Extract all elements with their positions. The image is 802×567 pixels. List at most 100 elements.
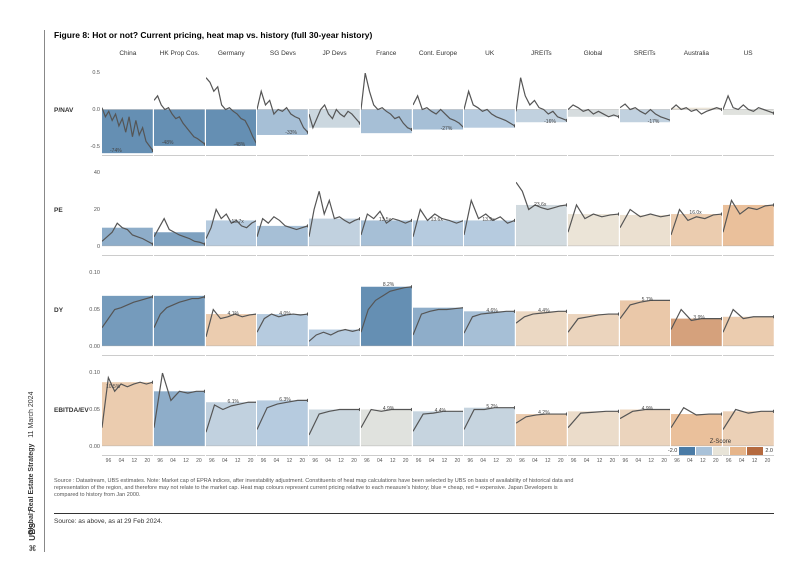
- column-header: JP Devs: [309, 50, 361, 64]
- value-label: 4.1%: [228, 311, 239, 317]
- chart-row: PE4020013.7x13.5x13.6x13.9x23.6x16.0x: [54, 164, 774, 256]
- chart-cell: [309, 164, 360, 256]
- x-tick: 20: [506, 458, 512, 464]
- x-tick: 96: [726, 458, 732, 464]
- column-header: Germany: [205, 50, 257, 64]
- x-axis-labels-row: 9604122096041220960412209604122096041220…: [102, 458, 774, 464]
- x-labels-group: 96041220: [567, 458, 619, 464]
- value-label: 6.1%: [228, 399, 239, 405]
- x-tick: 96: [519, 458, 525, 464]
- value-label: -33%: [285, 130, 297, 136]
- y-tick: 0.0: [92, 107, 100, 113]
- column-headers-row: ChinaHK Prop Cos.GermanySG DevsJP DevsFr…: [102, 50, 774, 64]
- value-label: 8.2%: [383, 282, 394, 288]
- chart-row: P/NAV0.50.0-0.5-74%-48%-48%-33%-27%-16%-…: [54, 64, 774, 156]
- chart-cell: 4.0%: [257, 264, 308, 356]
- row-label: DY: [54, 264, 84, 356]
- chart-cell: 16.0x: [671, 164, 722, 256]
- y-tick: 0.5: [92, 70, 100, 76]
- value-label: -17%: [648, 119, 660, 125]
- x-tick: 04: [687, 458, 693, 464]
- y-axis: 0.100.050.00: [84, 264, 102, 356]
- value-label: 5.2%: [486, 404, 497, 410]
- value-label: 16.0x: [689, 210, 701, 216]
- chart-cell: -48%: [154, 64, 205, 156]
- sidebar-date: 11 March 2024: [28, 392, 35, 438]
- chart-rows-container: P/NAV0.50.0-0.5-74%-48%-48%-33%-27%-16%-…: [54, 64, 774, 464]
- chart-cell: 8.2%: [361, 264, 412, 356]
- value-label: 13.7x: [232, 219, 244, 225]
- x-labels-group: 96041220: [722, 458, 774, 464]
- y-tick: 40: [94, 170, 100, 176]
- chart-cell: 6.3%: [257, 364, 308, 456]
- y-tick: 0.10: [89, 370, 100, 376]
- chart-grid: ChinaHK Prop Cos.GermanySG DevsJP DevsFr…: [54, 50, 774, 470]
- x-labels-group: 96041220: [516, 458, 568, 464]
- chart-cell: 4.1%: [206, 264, 257, 356]
- figure-title: Figure 8: Hot or not? Current pricing, h…: [54, 30, 787, 40]
- chart-cell: [568, 164, 619, 256]
- x-tick: 04: [325, 458, 331, 464]
- x-tick: 04: [274, 458, 280, 464]
- chart-cell: [154, 264, 205, 356]
- x-tick: 12: [597, 458, 603, 464]
- x-tick: 96: [623, 458, 629, 464]
- value-label: 23.6x: [534, 202, 546, 208]
- value-label: 4.4%: [435, 408, 446, 414]
- row-label: EBITDA/EV: [54, 364, 84, 456]
- value-label: 13.5x: [379, 217, 391, 223]
- x-tick: 20: [351, 458, 357, 464]
- chart-cell: 4.9%: [361, 364, 412, 456]
- chart-cell: 4.2%: [516, 364, 567, 456]
- x-tick: 96: [364, 458, 370, 464]
- y-tick: 0: [97, 244, 100, 250]
- chart-cell: [102, 164, 153, 256]
- y-tick: 0.00: [89, 344, 100, 350]
- chart-cell: -48%: [206, 64, 257, 156]
- legend-max: 2.0: [765, 448, 773, 454]
- x-tick: 20: [403, 458, 409, 464]
- x-tick: 20: [248, 458, 254, 464]
- x-labels-group: 96041220: [309, 458, 361, 464]
- chart-cell: [309, 264, 360, 356]
- x-tick: 04: [119, 458, 125, 464]
- y-tick: -0.5: [91, 144, 100, 150]
- x-tick: 20: [300, 458, 306, 464]
- zscore-legend: Z-Score -2.02.0: [667, 439, 774, 455]
- chart-cell: [568, 264, 619, 356]
- y-tick: 20: [94, 207, 100, 213]
- x-labels-group: 96041220: [257, 458, 309, 464]
- chart-cell: -27%: [413, 64, 464, 156]
- y-axis: 0.100.050.00: [84, 364, 102, 456]
- chart-row: DY0.100.050.004.1%4.0%8.2%4.6%4.4%5.7%3.…: [54, 264, 774, 356]
- column-header: Australia: [671, 50, 723, 64]
- chart-cell: 6.1%: [206, 364, 257, 456]
- chart-cell: -17%: [620, 64, 671, 156]
- y-axis: 40 20 0: [84, 164, 102, 256]
- chart-cell: [620, 164, 671, 256]
- x-tick: 12: [700, 458, 706, 464]
- chart-cell: [723, 264, 774, 356]
- chart-cell: [154, 164, 205, 256]
- chart-cell: 13.9x: [464, 164, 515, 256]
- x-labels-group: 96041220: [154, 458, 206, 464]
- chart-cell: 5.7%: [620, 264, 671, 356]
- main-content: Figure 8: Hot or not? Current pricing, h…: [54, 30, 787, 552]
- column-header: JREITs: [516, 50, 568, 64]
- chart-cell: [568, 64, 619, 156]
- y-tick: 0.10: [89, 270, 100, 276]
- x-labels-group: 96041220: [671, 458, 723, 464]
- x-tick: 12: [287, 458, 293, 464]
- x-tick: 12: [648, 458, 654, 464]
- chart-cell: [413, 264, 464, 356]
- row-label: P/NAV: [54, 64, 84, 156]
- x-tick: 96: [106, 458, 112, 464]
- x-tick: 12: [442, 458, 448, 464]
- x-tick: 04: [170, 458, 176, 464]
- x-tick: 20: [196, 458, 202, 464]
- x-labels-group: 96041220: [360, 458, 412, 464]
- chart-cell: 4.9%: [620, 364, 671, 456]
- x-labels-group: 96041220: [412, 458, 464, 464]
- x-labels-group: 96041220: [205, 458, 257, 464]
- x-tick: 12: [752, 458, 758, 464]
